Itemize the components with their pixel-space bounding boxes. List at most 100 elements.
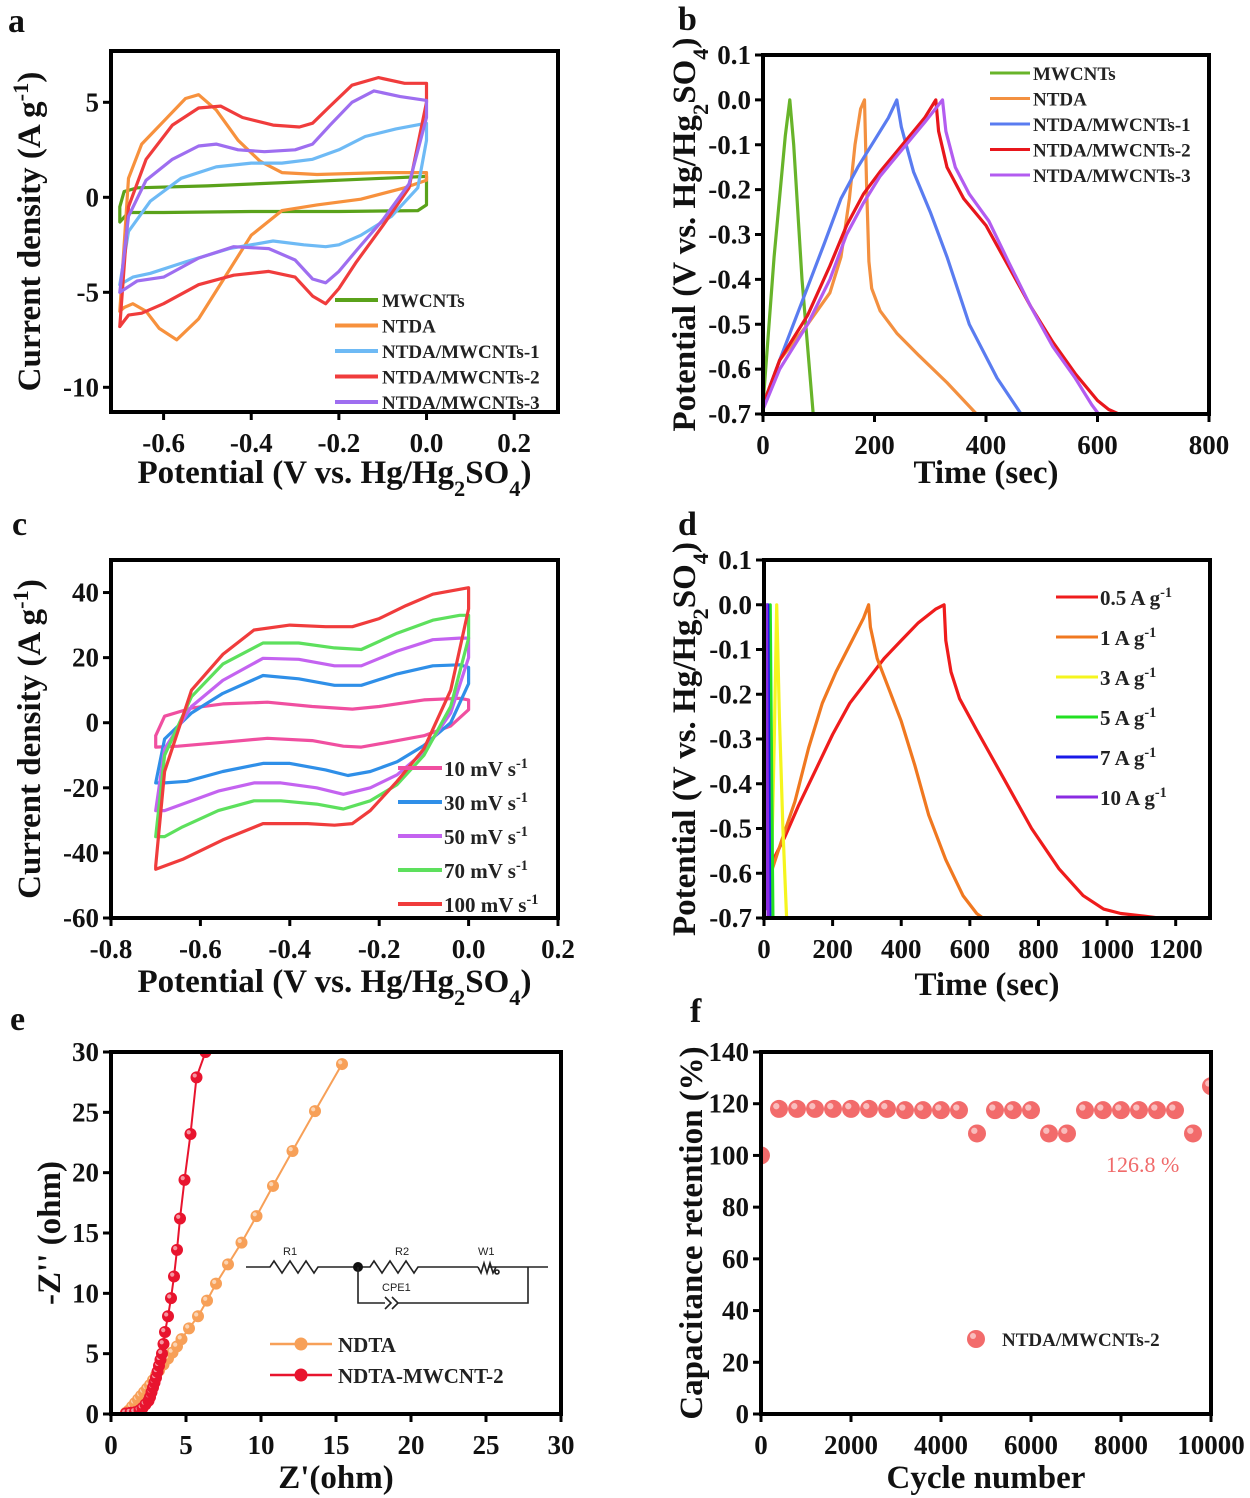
data-point-highlight — [971, 1127, 978, 1134]
x-tick-label: 0 — [104, 1430, 118, 1460]
legend-label: NTDA/MWCNTs-1 — [1033, 115, 1191, 136]
data-point-highlight — [809, 1103, 816, 1110]
data-point-highlight — [288, 1147, 293, 1152]
data-point — [168, 1270, 180, 1283]
data-point-highlight — [269, 1182, 274, 1187]
legend-label: 70 mV s-1 — [444, 858, 528, 883]
legend-marker — [967, 1330, 985, 1348]
x-tick-label: -0.2 — [358, 934, 401, 964]
data-point — [1184, 1124, 1202, 1143]
data-point-highlight — [194, 1312, 199, 1317]
legend-label: NDTA — [338, 1333, 397, 1357]
panel-label: a — [8, 3, 25, 40]
warburg-symbol — [477, 1260, 497, 1276]
x-tick-label: 800 — [1018, 934, 1059, 964]
legend-label: NDTA-MWCNT-2 — [338, 1364, 504, 1388]
data-point — [950, 1101, 968, 1120]
y-tick-label: 30 — [72, 1037, 99, 1067]
y-tick-label: -0.7 — [708, 399, 751, 429]
data-point-highlight — [935, 1104, 942, 1111]
legend-label: MWCNTs — [382, 291, 465, 312]
panel-label: d — [678, 506, 697, 543]
legend-label: 3 A g-1 — [1100, 665, 1156, 690]
series-line-1-a-g-1 — [769, 603, 985, 918]
data-point — [1094, 1101, 1112, 1120]
data-point-highlight — [338, 1060, 343, 1065]
y-axis-label: Current density (A g-1) — [8, 579, 49, 899]
x-tick-label: -0.4 — [230, 428, 273, 458]
panel-label: b — [678, 1, 697, 38]
series-line-0-5-a-g-1 — [764, 603, 1176, 918]
y-tick-label: 5 — [86, 1339, 100, 1369]
x-tick-label: 0.2 — [497, 428, 531, 458]
data-point-highlight — [1097, 1104, 1104, 1111]
data-point — [1076, 1101, 1094, 1120]
y-axis-label: Capacitance retention (%) — [674, 1046, 710, 1419]
y-tick-label: -20 — [63, 773, 99, 803]
y-tick-label: -10 — [63, 372, 99, 402]
plot-area — [154, 586, 471, 871]
legend: 10 mV s-1 30 mV s-1 50 mV s-1 70 mV s-1 100 … — [398, 756, 538, 917]
y-tick-label: -0.4 — [708, 264, 751, 294]
data-point — [190, 1071, 203, 1084]
y-tick-label: 0.0 — [718, 590, 752, 620]
x-tick-label: 20 — [398, 1430, 425, 1460]
x-tick-label: 4000 — [914, 1430, 968, 1460]
x-tick-label: 10 — [248, 1430, 275, 1460]
chart-panel-f: f 0 2000 4000 6000 8000 10000 0 20 40 60 80 100 120 14… — [674, 993, 1245, 1496]
data-point — [178, 1173, 191, 1186]
x-tick-label: 0.0 — [452, 934, 486, 964]
x-tick-label: 600 — [1077, 430, 1118, 460]
data-point-highlight — [311, 1107, 316, 1112]
series-line-70-mv-s-1 — [154, 613, 471, 839]
data-point — [267, 1179, 279, 1192]
x-axis-label: Potential (V vs. Hg/Hg2SO4) — [137, 455, 531, 501]
circuit-label-r1: R1 — [283, 1246, 297, 1258]
y-tick-label: 20 — [722, 1347, 749, 1377]
x-axis-label: Time (sec) — [914, 967, 1059, 1003]
y-tick-label: -0.7 — [709, 903, 752, 933]
legend: MWCNTs NTDA NTDA/MWCNTs-1 NTDA/MWCNTs-2 NTDA… — [990, 64, 1191, 187]
equivalent-circuit-inset — [246, 1259, 548, 1310]
chart-panel-d: d 0 200 400 600 800 1000 1200 -0.7 -0.6 -0.5 -0.4 -0… — [667, 506, 1212, 1003]
data-point-highlight — [185, 1324, 190, 1329]
data-point — [159, 1325, 171, 1338]
data-point — [336, 1058, 348, 1071]
y-tick-label: 0.0 — [717, 85, 751, 115]
y-tick-label: 20 — [72, 1158, 99, 1188]
y-tick-label: 140 — [709, 1037, 750, 1067]
data-point — [210, 1277, 222, 1290]
y-tick-label: 120 — [709, 1089, 750, 1119]
panel-label: e — [10, 1001, 25, 1038]
y-tick-label: 0 — [86, 708, 100, 738]
legend-label: NTDA/MWCNTs-3 — [1033, 166, 1191, 187]
data-point-highlight — [791, 1103, 798, 1110]
data-point — [286, 1144, 299, 1157]
series-line-30-mv-s-1 — [154, 663, 471, 785]
retention-annotation: 126.8 % — [1106, 1152, 1179, 1177]
data-point-highlight — [1025, 1104, 1032, 1111]
data-point — [235, 1236, 248, 1249]
data-point-highlight — [180, 1176, 185, 1181]
data-point-highlight — [773, 1103, 780, 1110]
y-tick-label: 0.1 — [717, 40, 751, 70]
data-point — [1040, 1124, 1058, 1143]
series-line-ntda-mwcnts-3 — [763, 98, 1101, 414]
data-point-highlight — [1061, 1127, 1068, 1134]
x-tick-label: 0.2 — [541, 934, 575, 964]
chart-panel-b: b 0 200 400 600 800 -0.7 -0.6 -0.5 -0.4 -0.3 -0.2 -0… — [667, 1, 1229, 491]
legend-label: NTDA — [382, 317, 436, 338]
y-tick-label: 40 — [72, 578, 99, 608]
data-point — [171, 1243, 183, 1256]
series-line-ntda-mwcnts-1 — [118, 121, 429, 287]
panel-label: f — [690, 993, 702, 1030]
y-tick-label: -0.1 — [708, 130, 751, 160]
circuit-label-w1: W1 — [478, 1246, 495, 1258]
x-tick-label: 10000 — [1177, 1430, 1245, 1460]
data-point — [986, 1101, 1004, 1120]
data-point — [1004, 1101, 1022, 1120]
x-tick-label: 200 — [854, 430, 895, 460]
data-point — [250, 1210, 263, 1223]
legend-marker — [294, 1337, 308, 1351]
